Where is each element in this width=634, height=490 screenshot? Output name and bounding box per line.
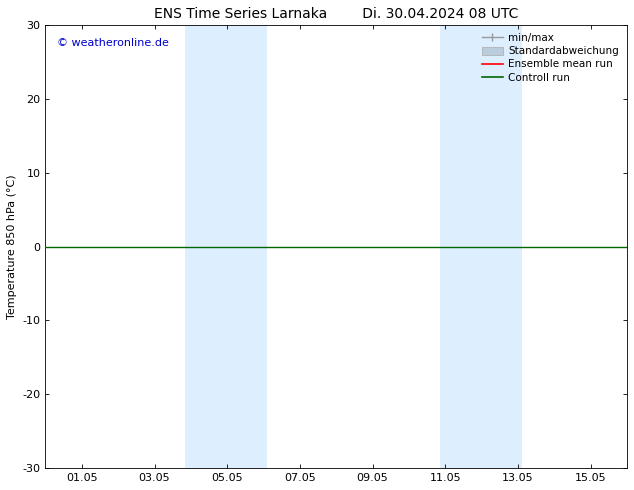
Y-axis label: Temperature 850 hPa (°C): Temperature 850 hPa (°C) <box>7 174 17 319</box>
Bar <box>440 25 522 468</box>
Bar <box>185 25 267 468</box>
Text: © weatheronline.de: © weatheronline.de <box>57 38 169 48</box>
Legend: min/max, Standardabweichung, Ensemble mean run, Controll run: min/max, Standardabweichung, Ensemble me… <box>479 30 622 86</box>
Title: ENS Time Series Larnaka        Di. 30.04.2024 08 UTC: ENS Time Series Larnaka Di. 30.04.2024 0… <box>154 7 519 21</box>
